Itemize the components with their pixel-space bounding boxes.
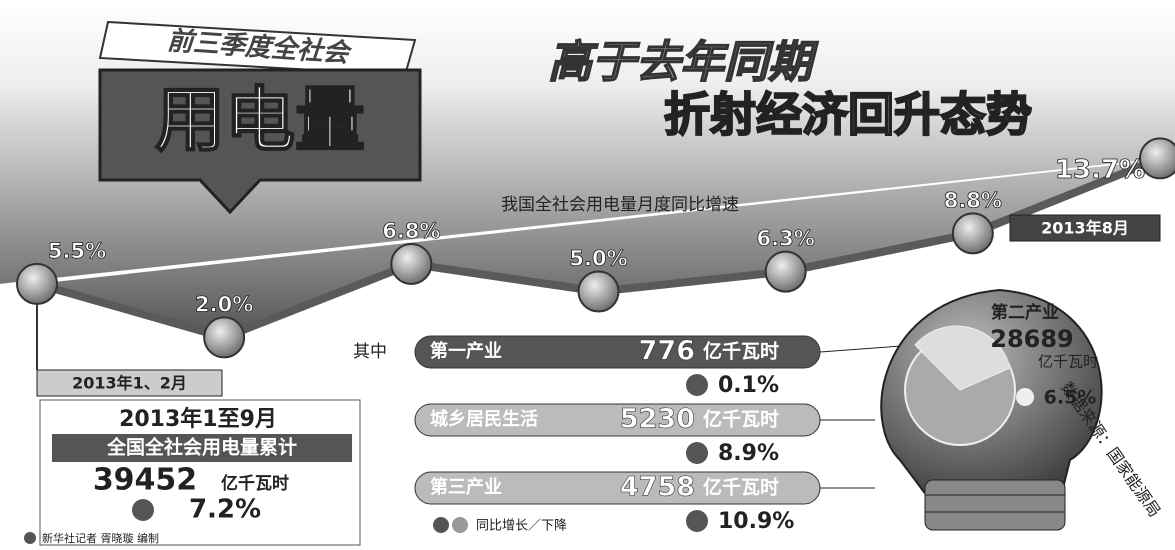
chart-title: 我国全社会用电量月度同比增速: [501, 195, 739, 215]
point: [391, 244, 431, 284]
point: [1140, 138, 1175, 178]
point: [579, 272, 619, 312]
item-value: 5230: [620, 404, 695, 435]
item-growth: 10.9%: [718, 509, 794, 534]
point: [204, 317, 244, 357]
point: [953, 213, 993, 253]
item-growth: 0.1%: [718, 373, 779, 398]
category-label: 2013年8月: [1041, 219, 1129, 238]
summary-label: 全国全社会用电量累计: [106, 436, 297, 459]
value-label: 5.0%: [569, 247, 627, 271]
up-icon: [686, 374, 708, 396]
item-name: 第一产业: [430, 340, 502, 362]
point: [766, 252, 806, 292]
summary-growth: 7.2%: [189, 495, 261, 525]
item-value: 4758: [620, 472, 695, 503]
up-icon: [132, 499, 154, 521]
item-unit: 亿千瓦时: [703, 340, 779, 363]
value-label: 6.8%: [382, 219, 440, 243]
credit: 新华社记者 胥晓璇 编制: [42, 531, 159, 545]
up-icon: [686, 442, 708, 464]
header-main: 用电量: [155, 79, 365, 161]
value-label: 6.3%: [757, 227, 815, 251]
header-line1: 高于去年同期: [548, 37, 819, 88]
item-name: 第三产业: [430, 476, 502, 498]
bulb-name: 第二产业: [991, 302, 1059, 323]
legend: 同比增长／下降: [476, 519, 567, 534]
point: [17, 264, 57, 304]
header-line2: 折射经济回升态势: [664, 88, 1032, 142]
summary-value: 39452: [93, 463, 197, 498]
item-growth: 8.9%: [718, 441, 779, 466]
summary-title: 2013年1至9月: [119, 406, 277, 432]
breakdown-label: 其中: [353, 342, 387, 362]
item-unit: 亿千瓦时: [703, 476, 779, 499]
value-label: 2.0%: [195, 292, 253, 316]
up-icon: [433, 517, 449, 533]
bulb-unit: 亿千瓦时: [1038, 353, 1098, 371]
logo: [24, 532, 36, 544]
category-label: 2013年1、2月: [72, 374, 187, 393]
value-label: 8.8%: [944, 188, 1002, 212]
up-icon: [686, 510, 708, 532]
value-label: 13.7%: [1055, 155, 1145, 185]
bulb-value: 28689: [990, 325, 1074, 353]
value-label: 5.5%: [48, 239, 106, 263]
down-icon: [452, 517, 468, 533]
item-name: 城乡居民生活: [430, 408, 538, 430]
up-icon: [1016, 388, 1034, 406]
infographic: 前三季度全社会 用电量 高于去年同期 折射经济回升态势 我国全社会用电量月度同比…: [0, 0, 1175, 550]
item-unit: 亿千瓦时: [703, 408, 779, 431]
bulb-base: [925, 480, 1065, 530]
item-value: 776: [639, 336, 695, 367]
summary-unit: 亿千瓦时: [221, 473, 289, 494]
